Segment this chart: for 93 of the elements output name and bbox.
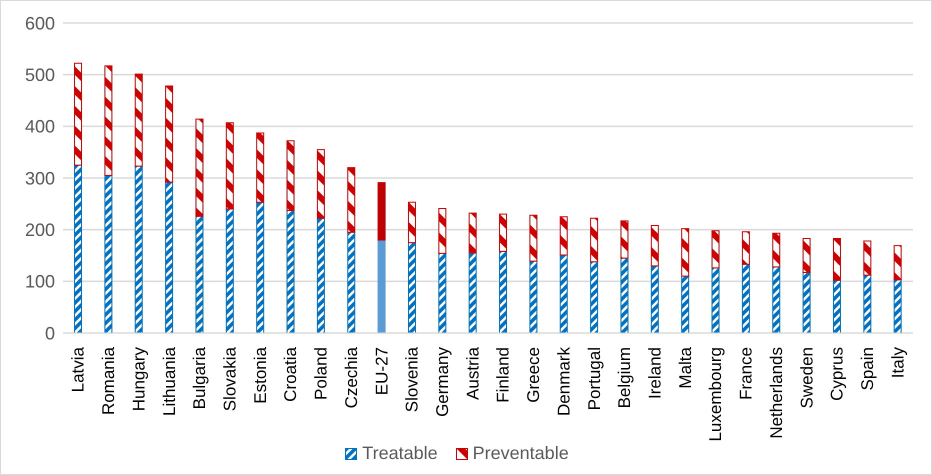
bar — [347, 232, 356, 333]
bar — [560, 254, 568, 333]
bar — [408, 242, 416, 333]
x-tick-label: Cyprus — [828, 347, 847, 401]
y-tick-label: 0 — [44, 323, 55, 344]
x-tick-label: Sweden — [797, 347, 816, 408]
bar — [650, 265, 659, 333]
bar — [772, 266, 780, 333]
bar — [894, 279, 902, 333]
bar — [742, 231, 750, 265]
bar — [468, 212, 477, 254]
x-tick-label: Slovakia — [220, 346, 240, 412]
x-tick-label: Latvia — [68, 346, 88, 392]
x-tick-label: Czechia — [342, 346, 361, 408]
x-tick-label: Romania — [99, 346, 118, 416]
bar — [104, 174, 112, 333]
bar — [499, 214, 508, 252]
bar — [408, 202, 416, 244]
bar — [134, 166, 143, 333]
y-tick-label: 400 — [24, 116, 55, 137]
bar — [104, 65, 112, 176]
bar — [438, 252, 446, 333]
bar — [195, 216, 204, 333]
legend-label: Preventable — [472, 443, 569, 464]
bar — [468, 252, 477, 333]
bar — [681, 228, 690, 277]
bar — [74, 62, 82, 166]
bar — [438, 208, 446, 254]
x-tick-label: Luxembourg — [706, 347, 726, 442]
bar — [256, 132, 264, 203]
x-tick-label: Lithuania — [160, 346, 179, 416]
bar — [256, 202, 264, 333]
bar — [590, 261, 598, 333]
x-tick-label: Italy — [888, 346, 908, 378]
bar — [832, 238, 841, 281]
x-tick-label: France — [736, 347, 756, 400]
bar — [195, 118, 204, 217]
x-tick-label: Finland — [494, 347, 513, 403]
bar — [165, 86, 174, 183]
x-tick-label: Greece — [524, 347, 544, 403]
bar — [134, 74, 143, 167]
x-tick-label: Belgium — [615, 347, 634, 408]
bar — [802, 238, 811, 274]
bar — [347, 167, 356, 233]
bar — [772, 232, 780, 268]
y-tick-label: 500 — [24, 65, 55, 86]
bar — [226, 208, 234, 333]
bar — [712, 267, 720, 333]
bar — [529, 214, 538, 262]
bar — [560, 216, 568, 256]
bar — [286, 210, 295, 333]
y-tick-label: 200 — [24, 220, 55, 240]
bar — [226, 122, 234, 210]
bar — [529, 260, 538, 333]
bar — [802, 272, 811, 333]
x-tick-label: Estonia — [250, 346, 270, 404]
y-tick-label: 300 — [24, 168, 55, 188]
x-tick-label: Bulgaria — [190, 346, 210, 410]
y-tick-label: 600 — [24, 13, 55, 34]
x-tick-label: Denmark — [554, 346, 574, 416]
bar — [316, 218, 325, 333]
bar — [620, 258, 628, 333]
legend-label: Treatable — [361, 443, 438, 464]
bar — [499, 250, 508, 333]
x-tick-label: Slovenia — [402, 346, 422, 412]
bar — [165, 182, 174, 333]
bar — [863, 240, 872, 276]
bar — [378, 240, 386, 333]
x-tick-label: Netherlands — [766, 347, 786, 439]
x-tick-label: Croatia — [281, 346, 300, 402]
x-tick-label: EU-27 — [372, 347, 392, 396]
bar — [620, 220, 628, 259]
x-tick-label: Hungary — [129, 346, 148, 412]
bar — [378, 182, 386, 240]
bar — [742, 264, 750, 333]
bar — [712, 230, 720, 268]
x-tick-label: Ireland — [645, 347, 664, 399]
bar — [650, 225, 659, 266]
bar — [894, 245, 902, 280]
bar — [863, 274, 872, 333]
x-tick-label: Germany — [432, 346, 452, 417]
x-tick-label: Portugal — [584, 347, 604, 410]
bar — [832, 280, 841, 333]
bar — [590, 218, 598, 262]
x-tick-label: Malta — [676, 346, 695, 389]
y-tick-label: 100 — [24, 272, 55, 292]
x-tick-label: Spain — [858, 347, 877, 390]
bar — [286, 140, 295, 212]
bar — [681, 276, 690, 333]
bar — [316, 149, 325, 219]
bar — [74, 164, 82, 333]
x-tick-label: Poland — [312, 347, 331, 400]
x-tick-label: Austria — [463, 346, 482, 400]
